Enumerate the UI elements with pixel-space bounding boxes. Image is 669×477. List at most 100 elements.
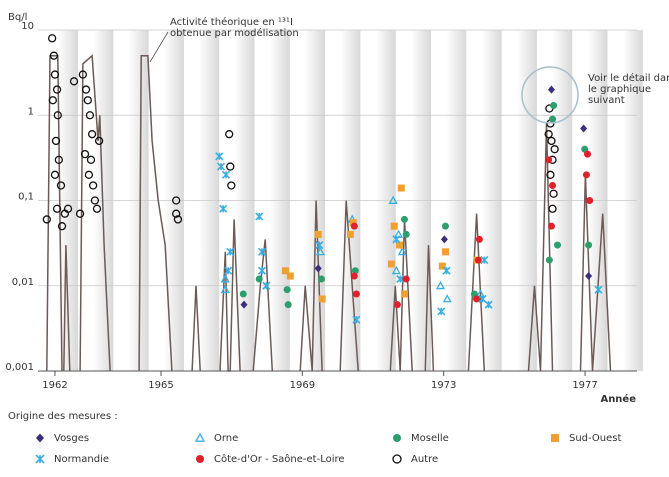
highlight-circle xyxy=(521,66,579,124)
point xyxy=(352,315,361,324)
point xyxy=(390,222,398,230)
point xyxy=(549,115,557,123)
legend-title: Origine des mesures : xyxy=(8,411,118,422)
point xyxy=(350,222,358,230)
point xyxy=(220,274,230,283)
point xyxy=(47,34,57,43)
annotation: le graphique xyxy=(588,84,651,95)
point xyxy=(400,215,408,223)
point xyxy=(87,130,97,139)
legend-marker xyxy=(36,433,44,443)
y-tick-label: 0,001 xyxy=(5,362,34,373)
point xyxy=(549,181,557,189)
point xyxy=(582,171,590,179)
legend-label: Vosges xyxy=(54,433,89,444)
point xyxy=(173,215,183,224)
point xyxy=(442,294,452,303)
point xyxy=(440,235,448,244)
point xyxy=(314,264,322,273)
point xyxy=(81,85,91,94)
legend-marker xyxy=(35,454,45,464)
point xyxy=(226,162,235,171)
point xyxy=(545,256,553,264)
point xyxy=(86,155,96,164)
annotation: Voir le détail dans xyxy=(588,72,669,84)
point xyxy=(226,247,235,256)
point xyxy=(478,294,487,304)
point xyxy=(585,241,593,249)
point xyxy=(315,241,324,250)
point xyxy=(50,170,60,179)
y-tick-label: 0,01 xyxy=(12,277,34,288)
point xyxy=(239,290,247,298)
point xyxy=(227,181,236,190)
point xyxy=(224,266,233,275)
point xyxy=(580,124,588,133)
point xyxy=(317,275,325,283)
point xyxy=(51,136,61,146)
point xyxy=(392,235,401,244)
point xyxy=(80,149,90,159)
point xyxy=(346,230,354,238)
point xyxy=(437,307,446,316)
y-tick-label: 10 xyxy=(21,21,34,32)
grid xyxy=(38,29,637,376)
x-tick-label: 1977 xyxy=(572,380,597,391)
point xyxy=(351,267,359,275)
legend-label: Normandie xyxy=(54,454,109,465)
point xyxy=(52,204,62,213)
point xyxy=(546,170,555,179)
point xyxy=(172,196,181,205)
legend-label: Autre xyxy=(411,454,438,465)
point xyxy=(547,222,555,230)
point xyxy=(550,102,558,110)
plot xyxy=(42,34,612,372)
point xyxy=(396,241,404,249)
point xyxy=(42,215,51,224)
point xyxy=(475,235,483,243)
point xyxy=(88,181,98,190)
point xyxy=(397,246,407,256)
x-tick-label: 1965 xyxy=(148,380,173,391)
point xyxy=(547,85,555,94)
annotation: obtenue par modélisation xyxy=(170,27,299,39)
point xyxy=(594,285,603,294)
point xyxy=(78,70,88,79)
point xyxy=(547,136,556,146)
point xyxy=(397,184,405,192)
point xyxy=(400,290,408,298)
point xyxy=(215,152,224,161)
legend-marker xyxy=(392,454,402,464)
point xyxy=(318,295,326,303)
point xyxy=(286,272,294,280)
point xyxy=(484,300,493,309)
point xyxy=(94,136,104,146)
point xyxy=(314,230,322,238)
point xyxy=(391,265,401,275)
point xyxy=(586,197,594,204)
point xyxy=(172,209,181,218)
point xyxy=(550,145,559,154)
point xyxy=(553,241,561,249)
point xyxy=(262,281,271,290)
point xyxy=(442,266,451,275)
point xyxy=(75,209,85,218)
point xyxy=(438,262,446,270)
point xyxy=(402,230,410,238)
point xyxy=(255,275,263,283)
point xyxy=(549,189,558,198)
y-tick-label: 1 xyxy=(28,106,34,117)
point xyxy=(349,219,357,227)
point xyxy=(52,85,62,94)
legend-label: Côte-d'Or - Saône-et-Loire xyxy=(214,453,345,465)
point xyxy=(69,77,79,86)
point xyxy=(92,204,102,213)
point xyxy=(474,256,482,264)
point xyxy=(393,301,401,309)
point xyxy=(545,156,553,164)
point xyxy=(83,96,92,105)
x-axis-label: Année xyxy=(600,393,636,405)
point xyxy=(544,130,553,139)
point xyxy=(548,204,557,213)
